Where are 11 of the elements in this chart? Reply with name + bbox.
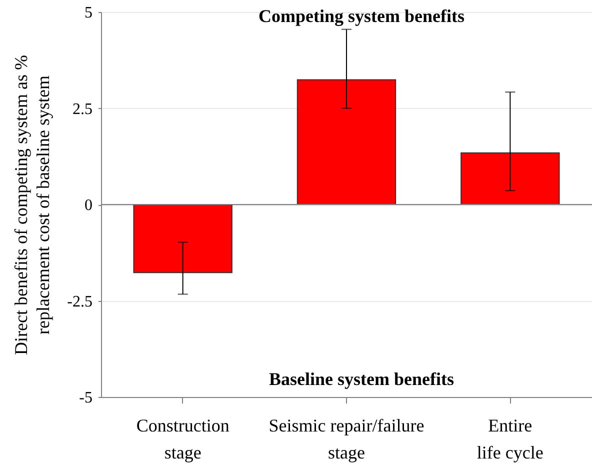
y-tick-label: -2.5 xyxy=(67,293,92,310)
annotation: Baseline system benefits xyxy=(269,369,454,389)
x-tick-label: Construction stage xyxy=(136,416,230,462)
y-tick-label: 2.5 xyxy=(72,100,92,118)
annotation: Competing system benefits xyxy=(258,6,464,26)
y-axis-title: Direct benefits of competing system as % replacement cost of baseline system xyxy=(11,55,54,355)
y-tick-label: -5 xyxy=(79,390,92,406)
y-tick-label: 0 xyxy=(84,197,92,214)
x-tick-label: Entire life cycle xyxy=(476,416,544,462)
x-tick-label: Seismic repair/failure stage xyxy=(268,416,424,462)
y-tick-label: 5 xyxy=(84,4,92,22)
